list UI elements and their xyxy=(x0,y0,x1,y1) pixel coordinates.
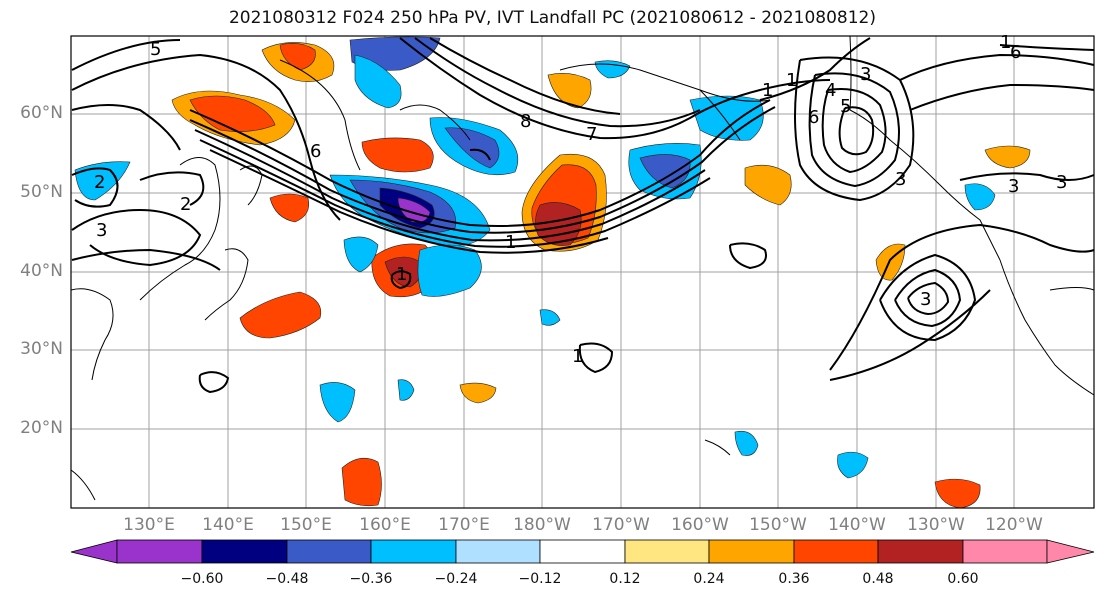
pv-positive-region xyxy=(279,43,316,71)
contour-label: 1 xyxy=(505,232,516,253)
colorbar-segment xyxy=(116,539,203,564)
contour-label: 1 xyxy=(572,346,583,367)
contour-label: 3 xyxy=(96,220,107,241)
lon-label: 140°E xyxy=(202,515,254,535)
contour-labels: 5 6 7 8 1 2 3 2 3 4 5 6 3 1 1 1 6 3 3 1 … xyxy=(94,32,1067,367)
lon-label: 130°W xyxy=(907,515,965,535)
pv-negative-region xyxy=(444,127,500,169)
contour-label: 3 xyxy=(895,169,906,190)
colorbar-tick-label: 0.36 xyxy=(778,571,810,587)
pv-negative-region xyxy=(837,451,869,479)
pv-negative-region xyxy=(417,244,482,297)
pv-positive-region xyxy=(269,193,309,223)
lat-label: 30°N xyxy=(20,339,63,359)
pv-positive-region xyxy=(361,137,434,173)
pv-negative-region xyxy=(639,154,691,189)
colorbar-segment xyxy=(286,539,372,564)
contour-label: 3 xyxy=(1008,176,1019,197)
pv-negative-region xyxy=(964,183,996,211)
pv-shading xyxy=(74,36,1031,509)
map-panel xyxy=(70,35,1095,509)
contour-label: 6 xyxy=(1010,42,1021,63)
lat-label: 60°N xyxy=(20,103,63,123)
lon-label: 120°W xyxy=(985,515,1043,535)
lon-label: 160°E xyxy=(359,515,411,535)
map-title: 2021080312 F024 250 hPa PV, IVT Landfall… xyxy=(228,8,876,28)
colorbar-tick-label: 0.24 xyxy=(693,571,725,587)
pv-negative-region xyxy=(539,309,561,326)
contour-label: 3 xyxy=(920,289,931,310)
lat-label: 40°N xyxy=(20,261,63,281)
pv-positive-region xyxy=(535,202,582,246)
lat-label: 50°N xyxy=(20,182,63,202)
pv-negative-region xyxy=(594,60,631,79)
contour-label: 4 xyxy=(825,80,836,101)
contour-label: 5 xyxy=(150,39,161,60)
contour-label: 3 xyxy=(1056,172,1067,193)
pv-positive-region xyxy=(547,73,592,109)
contour-label: 2 xyxy=(180,194,191,215)
lon-label: 170°W xyxy=(592,515,650,535)
pv-negative-region xyxy=(734,431,759,456)
pv-positive-region xyxy=(341,457,382,507)
contour-label: 6 xyxy=(310,141,321,162)
colorbar-segment xyxy=(624,539,710,564)
contour-label: 2 xyxy=(94,172,105,193)
contour-label: 1 xyxy=(786,70,797,91)
contour-label: 1 xyxy=(396,264,407,285)
pv-contours xyxy=(71,37,1095,394)
colorbar xyxy=(70,539,1095,564)
lon-label: 150°W xyxy=(749,515,807,535)
contour-label: 6 xyxy=(808,107,819,128)
pv-positive-region xyxy=(239,291,322,339)
colorbar-segment xyxy=(455,539,541,564)
colorbar-tick-label: 0.12 xyxy=(609,571,641,587)
lon-label: 150°E xyxy=(280,515,332,535)
colorbar-segment xyxy=(539,539,626,564)
grid-lines xyxy=(71,36,1094,508)
colorbar-tick-label: −0.24 xyxy=(434,571,478,587)
lon-label: 160°W xyxy=(671,515,729,535)
colorbar-segment xyxy=(201,539,288,564)
colorbar-tick-label: −0.36 xyxy=(349,571,393,587)
colorbar-segment xyxy=(370,539,457,564)
pv-positive-region xyxy=(189,95,276,132)
colorbar-segment xyxy=(793,539,879,564)
pv-positive-region xyxy=(459,382,497,404)
contour-label: 1 xyxy=(1000,32,1011,53)
pv-positive-region xyxy=(984,145,1031,169)
lon-label: 130°E xyxy=(123,515,175,535)
pv-negative-region xyxy=(354,54,402,109)
colorbar-segment xyxy=(708,539,795,564)
colorbar-segment xyxy=(962,539,1048,564)
contour-label: 3 xyxy=(860,64,871,85)
lon-label: 170°E xyxy=(438,515,490,535)
pv-negative-region xyxy=(319,382,356,423)
lat-label: 20°N xyxy=(20,418,63,438)
contour-label: 8 xyxy=(520,111,531,132)
lon-label: 180°W xyxy=(513,515,571,535)
contour-label: 5 xyxy=(840,96,851,117)
pv-negative-region xyxy=(343,236,379,273)
colorbar-tick-label: −0.60 xyxy=(180,571,224,587)
colorbar-tick-label: −0.48 xyxy=(265,571,309,587)
colorbar-tick-label: 0.48 xyxy=(862,571,894,587)
contour-label: 1 xyxy=(762,80,773,101)
colorbar-segment xyxy=(877,539,964,564)
colorbar-tick-label: 0.60 xyxy=(947,571,979,587)
pv-negative-region xyxy=(397,379,415,401)
colorbar-extend-high xyxy=(1046,539,1095,564)
pv-positive-region xyxy=(744,164,792,206)
pv-positive-region xyxy=(934,478,981,509)
colorbar-tick-label: −0.12 xyxy=(518,571,562,587)
contour-label: 7 xyxy=(586,124,597,145)
colorbar-extend-low xyxy=(70,539,118,564)
lon-label: 140°W xyxy=(828,515,886,535)
